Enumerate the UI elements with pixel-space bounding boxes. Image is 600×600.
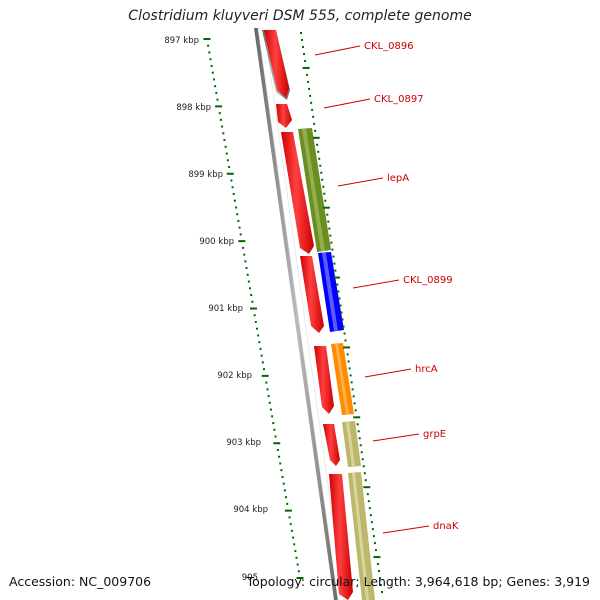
scale-label: 898 kbp: [176, 103, 211, 113]
gene-arrow-cKL0896-fill[interactable]: [264, 30, 289, 98]
gene-leader-line: [352, 279, 400, 289]
gene-label-hrca[interactable]: hrcA: [415, 364, 438, 375]
gene-label-grpe[interactable]: grpE: [423, 429, 446, 440]
genome-backbone: [257, 27, 345, 600]
gene-block-dnaK-hi: [352, 473, 369, 600]
gene-block-hrcA-hi: [335, 344, 349, 414]
gene-label-ckl0897[interactable]: CKL_0897: [374, 94, 424, 105]
scale-label: 902 kbp: [217, 371, 252, 381]
gene-block-grpE-hi: [346, 422, 355, 466]
gene-block-lepA-hi: [302, 129, 325, 251]
gene-block-cKL0899-hi: [322, 253, 338, 331]
gene-arrow-hrcA-left[interactable]: [314, 346, 334, 414]
gene-labels: CKL_0896 CKL_0897 lepA CKL_0899 hrcA grpE dnaK: [314, 41, 459, 534]
gene-label-lepa[interactable]: lepA: [387, 173, 409, 184]
scale-label: 897 kbp: [164, 36, 199, 46]
gene-leader-line: [364, 368, 412, 378]
scale-label: 901 kbp: [208, 304, 243, 314]
genome-summary: Topology: circular; Length: 3,964,618 bp…: [246, 574, 590, 589]
gene-leader-line: [382, 525, 430, 534]
map-title: Clostridium kluyveri DSM 555, complete g…: [128, 8, 472, 24]
gene-arrow-cKL0897[interactable]: [276, 104, 292, 128]
scale-label: 905: [242, 573, 258, 583]
scale-label: 900 kbp: [199, 237, 234, 247]
gene-leader-line: [337, 177, 384, 187]
gene-label-ckl0899[interactable]: CKL_0899: [403, 275, 453, 286]
scale-label: 904 kbp: [233, 505, 268, 515]
tick-track-right: [300, 32, 383, 593]
gene-label-ckl0896[interactable]: CKL_0896: [364, 41, 414, 52]
gene-arrow-lepA-left[interactable]: [281, 132, 314, 254]
gene-label-dnak[interactable]: dnaK: [433, 521, 459, 532]
scale-label: 899 kbp: [188, 170, 223, 180]
scale-labels: 897 kbp 898 kbp 899 kbp 900 kbp 901 kbp 902 k…: [164, 36, 268, 583]
gene-arrow-grpE-left[interactable]: [323, 424, 340, 466]
gene-leader-line: [314, 45, 361, 56]
gene-leader-line: [372, 433, 420, 442]
accession-label: Accession: NC_009706: [9, 574, 152, 589]
gene-leader-line: [323, 98, 371, 109]
gene-arrow-dnaK-left[interactable]: [329, 474, 353, 600]
scale-label: 903 kbp: [226, 438, 261, 448]
gene-arrow-cKL0899-left[interactable]: [300, 256, 324, 333]
tick-track-left: [203, 38, 304, 579]
